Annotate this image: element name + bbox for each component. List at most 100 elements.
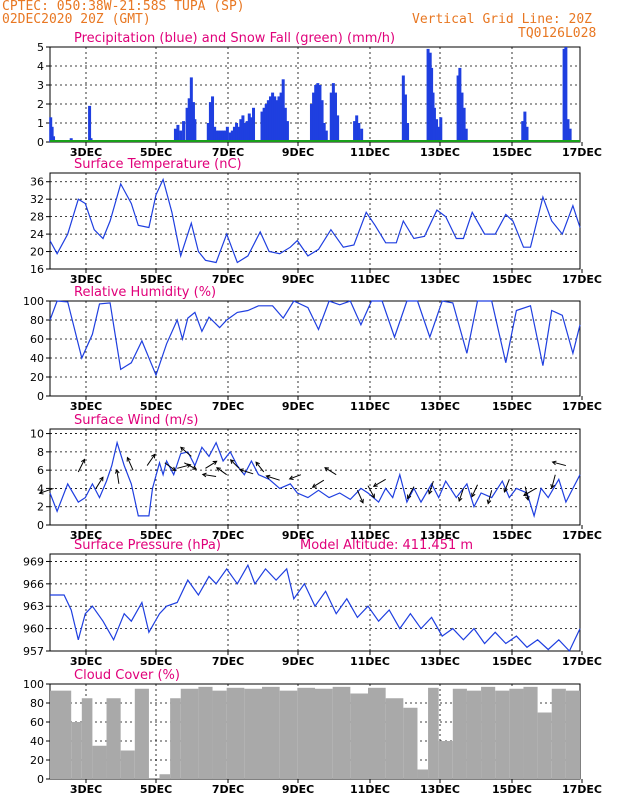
precip-bar (562, 48, 566, 142)
cloud-ytick-label: 60 (30, 716, 44, 729)
cloud-bar (332, 686, 351, 779)
cloud-ytick-label: 40 (30, 735, 44, 748)
precip-bar (252, 107, 256, 142)
temperature-xtick-label: 7DEC (212, 273, 244, 286)
precip-bar (237, 126, 241, 142)
precip-bar (403, 94, 407, 142)
temperature-xtick-label: 5DEC (140, 273, 172, 286)
precip-bar (316, 83, 320, 142)
pressure-series-line (50, 563, 581, 653)
precip-bar (285, 121, 289, 142)
precip-bar (275, 100, 279, 142)
precip-bar (219, 130, 223, 142)
precip-bar (230, 130, 234, 142)
wind-vector (238, 468, 254, 475)
precip-ytick-label: 0 (37, 136, 44, 149)
precip-ytick-label: 4 (37, 60, 44, 73)
wind-vector (229, 459, 240, 469)
pressure-title: Surface Pressure (hPa) (74, 538, 221, 553)
humidity-ytick-label: 80 (30, 314, 44, 327)
wind-vector (311, 479, 325, 488)
humidity-xtick-label: 7DEC (212, 400, 244, 413)
wind-vector (486, 490, 493, 505)
cloud-bar (466, 690, 482, 779)
precip-xtick-label: 11DEC (350, 146, 390, 159)
precip-bar (439, 117, 443, 142)
temperature-ytick-label: 24 (30, 228, 44, 241)
precip-bar (322, 123, 326, 142)
cloud-ytick-label: 80 (30, 697, 44, 710)
precip-bar (464, 128, 468, 142)
pressure-xtick-label: 13DEC (420, 655, 460, 668)
wind-ytick-label: 0 (37, 519, 44, 532)
pressure-ytick-label: 957 (23, 645, 44, 658)
cloud-xtick-label: 5DEC (140, 783, 172, 796)
temperature-ytick-label: 16 (30, 263, 44, 276)
humidity-xtick-label: 9DEC (282, 400, 314, 413)
wind-vector (372, 478, 386, 487)
precip-bar (245, 121, 249, 142)
temperature-ytick-label: 36 (30, 176, 44, 189)
precip-bar (566, 119, 570, 142)
cloud-bar (106, 698, 121, 779)
wind-vector (114, 468, 120, 484)
forecast-init-time: 02DEC2020 20Z (GMT) (2, 12, 151, 27)
precip-ytick-label: 2 (37, 98, 44, 111)
cloud-bar (481, 686, 496, 779)
cloud-bar (159, 774, 171, 779)
precip-bar (232, 126, 236, 142)
wind-vector (255, 461, 265, 473)
temperature-series-line (49, 177, 581, 264)
pressure-plot-frame (49, 553, 581, 652)
precip-bar (262, 107, 266, 142)
precip-bar (460, 92, 464, 142)
temperature-xtick-label: 9DEC (282, 273, 314, 286)
precip-bar (187, 98, 191, 142)
precip-bar (264, 104, 268, 142)
precip-bar (564, 47, 568, 142)
wind-xtick-label: 9DEC (282, 529, 314, 542)
cloud-bar (170, 698, 181, 779)
wind-vector (427, 480, 434, 495)
wind-vector (457, 488, 464, 503)
humidity-title: Relative Humidity (%) (74, 285, 216, 300)
humidity-plot-frame (49, 300, 581, 397)
humidity-xtick-label: 15DEC (492, 400, 532, 413)
precip-bar (329, 92, 333, 142)
precip-bar (462, 107, 466, 142)
wind-vector (38, 487, 54, 495)
cloud-ytick-label: 20 (30, 754, 44, 767)
precip-bar (247, 113, 251, 142)
precip-bar (176, 124, 180, 142)
precip-bar (88, 105, 92, 142)
wind-vector (164, 462, 177, 472)
precip-ytick-label: 3 (37, 79, 44, 92)
humidity-ytick-label: 0 (37, 390, 44, 403)
cloud-bar (226, 687, 245, 779)
precip-title: Precipitation (blue) and Snow Fall (gree… (74, 31, 395, 46)
wind-xtick-label: 5DEC (140, 529, 172, 542)
precip-bar (357, 123, 361, 142)
wind-vector (126, 456, 134, 471)
cloud-ytick-label: 0 (37, 773, 44, 786)
cloud-bar (50, 690, 72, 779)
precip-bar (435, 119, 439, 142)
wind-ytick-label: 6 (37, 464, 44, 477)
precip-bar (266, 100, 270, 142)
wind-xtick-label: 7DEC (212, 529, 244, 542)
wind-vector (471, 484, 478, 498)
precip-bar (432, 107, 436, 142)
pressure-xtick-label: 11DEC (350, 655, 390, 668)
precip-bar (283, 107, 287, 142)
temperature-xtick-label: 11DEC (350, 273, 390, 286)
precip-ytick-label: 5 (37, 41, 44, 54)
precip-bar (523, 111, 527, 142)
cloud-xtick-label: 11DEC (350, 783, 390, 796)
cloud-bar (198, 686, 213, 779)
grid-line-note: Vertical Grid Line: 20Z (412, 12, 593, 27)
precip-bar (312, 92, 316, 142)
temperature-ytick-label: 28 (30, 211, 44, 224)
cloud-xtick-label: 9DEC (282, 783, 314, 796)
cloud-bar (428, 687, 439, 779)
